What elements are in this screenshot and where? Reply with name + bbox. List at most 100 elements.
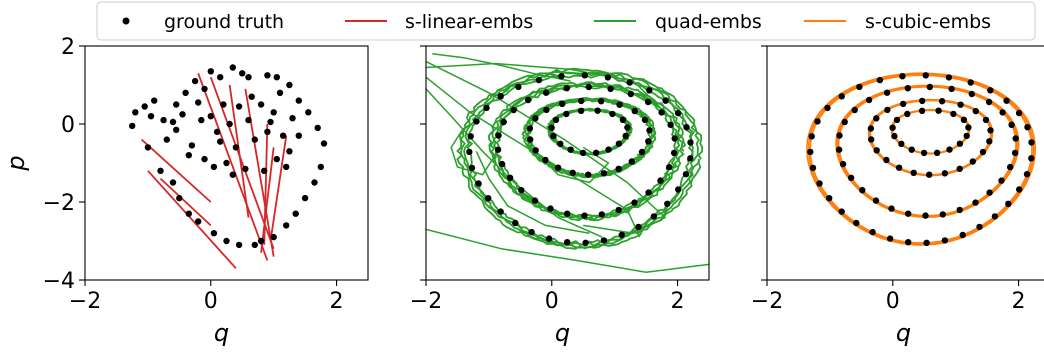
ground-truth-point	[592, 149, 600, 156]
trajectory-line	[197, 72, 269, 261]
ground-truth-point	[210, 163, 218, 171]
ground-truth-point	[295, 132, 302, 139]
legend-entry-s-cubic: s-cubic-embs	[804, 11, 991, 33]
legend-box	[96, 1, 1036, 41]
ground-truth-point	[933, 149, 941, 156]
ground-truth-point	[554, 164, 562, 171]
ground-truth-point	[179, 111, 186, 118]
ground-truth-point	[976, 223, 983, 231]
ground-truth-point	[245, 74, 252, 81]
ground-truth-point	[635, 223, 642, 231]
ground-truth-point	[883, 156, 890, 164]
ground-truth-point	[1024, 124, 1031, 131]
trajectory-line	[269, 135, 288, 242]
ground-truth-point	[923, 239, 930, 246]
ground-truth-point	[229, 171, 236, 178]
trajectory-curve	[521, 96, 657, 179]
ground-truth-point	[873, 147, 880, 154]
ground-truth-point	[889, 124, 896, 131]
ground-truth-point	[624, 124, 631, 131]
trajectory-line	[263, 123, 269, 245]
ground-truth-point	[301, 194, 309, 202]
ground-truth-point	[615, 206, 622, 214]
ground-truth-point	[658, 109, 665, 116]
ground-truth-point	[987, 127, 994, 134]
y-tick-label: 0	[61, 113, 75, 138]
ground-truth-point	[512, 219, 519, 227]
ground-truth-point	[609, 110, 616, 118]
ground-truth-point	[232, 144, 240, 151]
x-tick-label: 0	[886, 289, 900, 314]
ground-truth-point	[926, 83, 933, 91]
ground-truth-point	[220, 101, 227, 108]
x-tick-label: 2	[330, 289, 344, 314]
trajectory-line	[159, 177, 212, 227]
ground-truth-point	[1012, 135, 1019, 142]
ground-truth-point	[276, 89, 284, 97]
ground-truth-point	[872, 197, 880, 204]
ground-truth-point	[289, 115, 296, 122]
ground-truth-point	[585, 83, 592, 91]
ground-truth-point	[979, 148, 987, 156]
trajectory-curve	[426, 62, 666, 113]
ground-truth-point	[173, 101, 180, 108]
panel-quad: −2 0 2 q	[410, 45, 710, 347]
ground-truth-point	[899, 73, 906, 80]
ground-truth-point	[938, 98, 946, 105]
ground-truth-point	[605, 146, 612, 153]
ground-truth-point	[518, 187, 525, 194]
ground-truth-point	[631, 107, 638, 115]
ground-truth-point	[226, 120, 233, 128]
ground-truth-point	[579, 149, 587, 157]
axes-frame	[84, 45, 369, 281]
ground-truth-point	[195, 218, 202, 225]
ground-truth-point	[814, 118, 821, 125]
x-tick-label: −2	[410, 289, 442, 314]
ground-truth-point	[185, 210, 192, 217]
ground-truth-point	[626, 79, 633, 86]
ground-truth-point	[683, 124, 690, 131]
y-axis-label: p	[2, 155, 30, 171]
ground-truth-point	[935, 107, 942, 114]
ground-truth-point	[217, 74, 224, 81]
ground-truth-point	[557, 140, 564, 147]
ground-truth-point	[950, 110, 957, 118]
ground-truth-point	[550, 132, 557, 140]
x-tick-label: −2	[69, 289, 101, 314]
ground-truth-point	[687, 155, 694, 162]
ground-truth-point	[645, 189, 652, 196]
ground-truth-point	[160, 116, 167, 124]
ground-truth-point	[853, 219, 860, 227]
ground-truth-point	[662, 97, 669, 104]
ground-truth-point	[527, 136, 534, 143]
axes-frame	[766, 45, 1044, 281]
ground-truth-point	[242, 165, 249, 173]
ground-truth-point	[545, 235, 553, 242]
ground-truth-point	[941, 170, 949, 177]
ground-truth-point	[888, 205, 895, 212]
ground-truth-point	[320, 140, 328, 147]
trajectory-curve	[475, 150, 590, 234]
ground-truth-point	[531, 197, 539, 204]
ground-truth-point	[273, 74, 280, 81]
ground-truth-point	[497, 208, 504, 215]
ground-truth-point	[1007, 163, 1014, 171]
ground-truth-point	[1003, 97, 1010, 104]
ground-truth-point	[498, 160, 506, 168]
ground-truth-point	[182, 89, 189, 97]
ground-truth-point	[667, 121, 674, 128]
ground-truth-point	[542, 156, 549, 164]
ground-truth-point	[941, 237, 949, 244]
ground-truth-point	[305, 109, 312, 116]
trajectory-curve	[835, 84, 1020, 219]
ground-truth-point	[604, 74, 612, 81]
ground-truth-point	[645, 138, 652, 145]
trajectory-curve	[538, 146, 610, 184]
ground-truth-point	[188, 142, 196, 149]
legend-entry-quad: quad-embs	[594, 11, 762, 33]
trajectory-line	[260, 147, 275, 253]
ground-truth-point	[286, 81, 293, 89]
ground-truth-point	[986, 189, 993, 196]
ground-truth-point	[598, 211, 605, 218]
y-tick-label: −4	[43, 269, 75, 294]
